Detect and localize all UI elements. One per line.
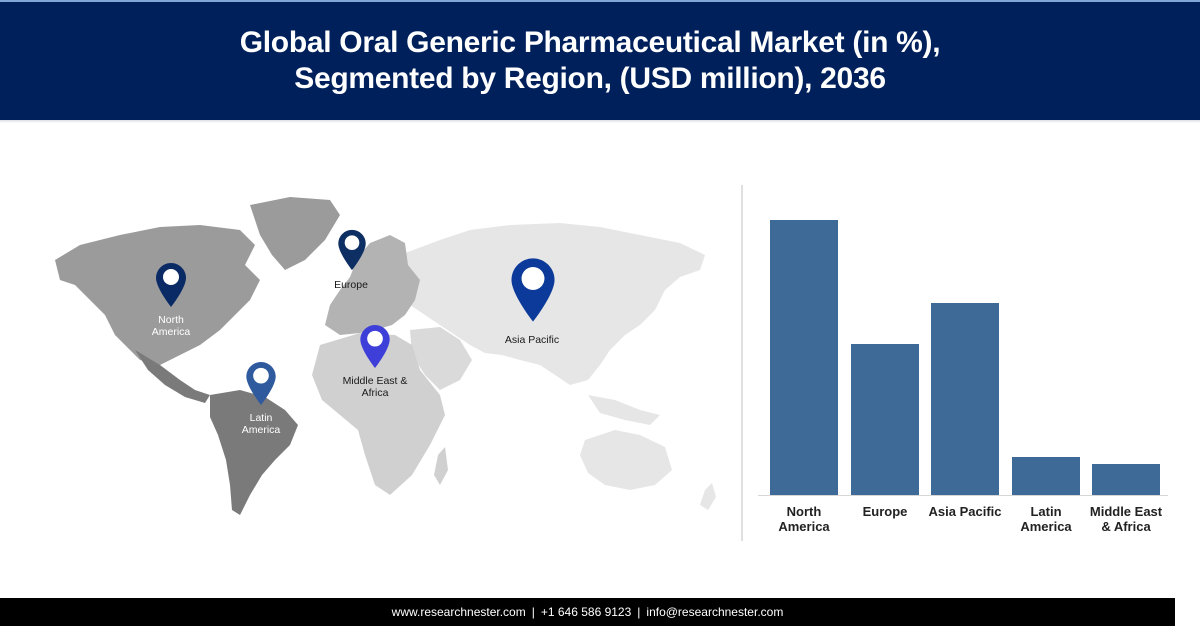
header-shadow: [0, 120, 1200, 123]
world-map: North America Europe Asia Pacific Middle…: [40, 185, 730, 525]
bar-europe: [851, 343, 919, 495]
pin-label-europe: Europe: [334, 279, 368, 291]
madagascar: [434, 447, 448, 485]
map-pin-icon: [338, 229, 366, 271]
x-tick-label: Europe: [862, 504, 908, 519]
x-tick-label: Latin America: [1020, 504, 1072, 534]
bar-latin-america: [1012, 457, 1080, 495]
x-axis-baseline: [758, 495, 1168, 496]
north-america-landmass: [55, 225, 260, 365]
australia-landmass: [580, 430, 672, 490]
section-divider: [741, 185, 743, 541]
pin-label-north-america: North America: [151, 314, 191, 338]
x-tick-label: Asia Pacific: [928, 504, 1002, 519]
new-zealand: [700, 483, 716, 510]
middle-east-landmass: [410, 327, 472, 390]
bar-middle-east-africa: [1092, 464, 1160, 495]
greenland-landmass: [250, 197, 340, 270]
central-america-landmass: [135, 350, 210, 403]
footer-separator: |: [531, 605, 535, 619]
bar-chart: North America Europe Asia Pacific Latin …: [758, 200, 1178, 545]
chart-title-line-1: Global Oral Generic Pharmaceutical Marke…: [239, 26, 941, 59]
bar-asia-pacific: [931, 302, 999, 495]
x-tick-label: Middle East & Africa: [1089, 504, 1163, 534]
europe-landmass: [325, 235, 420, 335]
website-link[interactable]: www.researchnester.com: [391, 605, 526, 619]
africa-landmass: [312, 333, 445, 495]
sea-islands: [588, 395, 660, 425]
south-america-landmass: [210, 390, 298, 515]
chart-title-line-2: Segmented by Region, (USD million), 2036: [294, 62, 886, 95]
pin-label-latin-america: Latin America: [241, 412, 281, 436]
email-link[interactable]: info@researchnester.com: [646, 605, 784, 619]
pin-label-middle-east-africa: Middle East & Africa: [342, 375, 408, 399]
footer-separator: |: [637, 605, 641, 619]
world-map-shapes: [55, 197, 716, 515]
map-pin-icon: [511, 258, 555, 322]
x-tick-label: North America: [778, 504, 830, 534]
map-pin-icon: [246, 361, 276, 406]
map-pin-icon: [360, 324, 390, 369]
contact-footer: www.researchnester.com | +1 646 586 9123…: [0, 598, 1175, 626]
map-pin-icon: [156, 263, 186, 307]
pin-label-asia-pacific: Asia Pacific: [504, 334, 560, 346]
title-banner: Global Oral Generic Pharmaceutical Marke…: [0, 0, 1200, 120]
phone-number[interactable]: +1 646 586 9123: [540, 605, 632, 619]
bar-north-america: [770, 220, 838, 495]
